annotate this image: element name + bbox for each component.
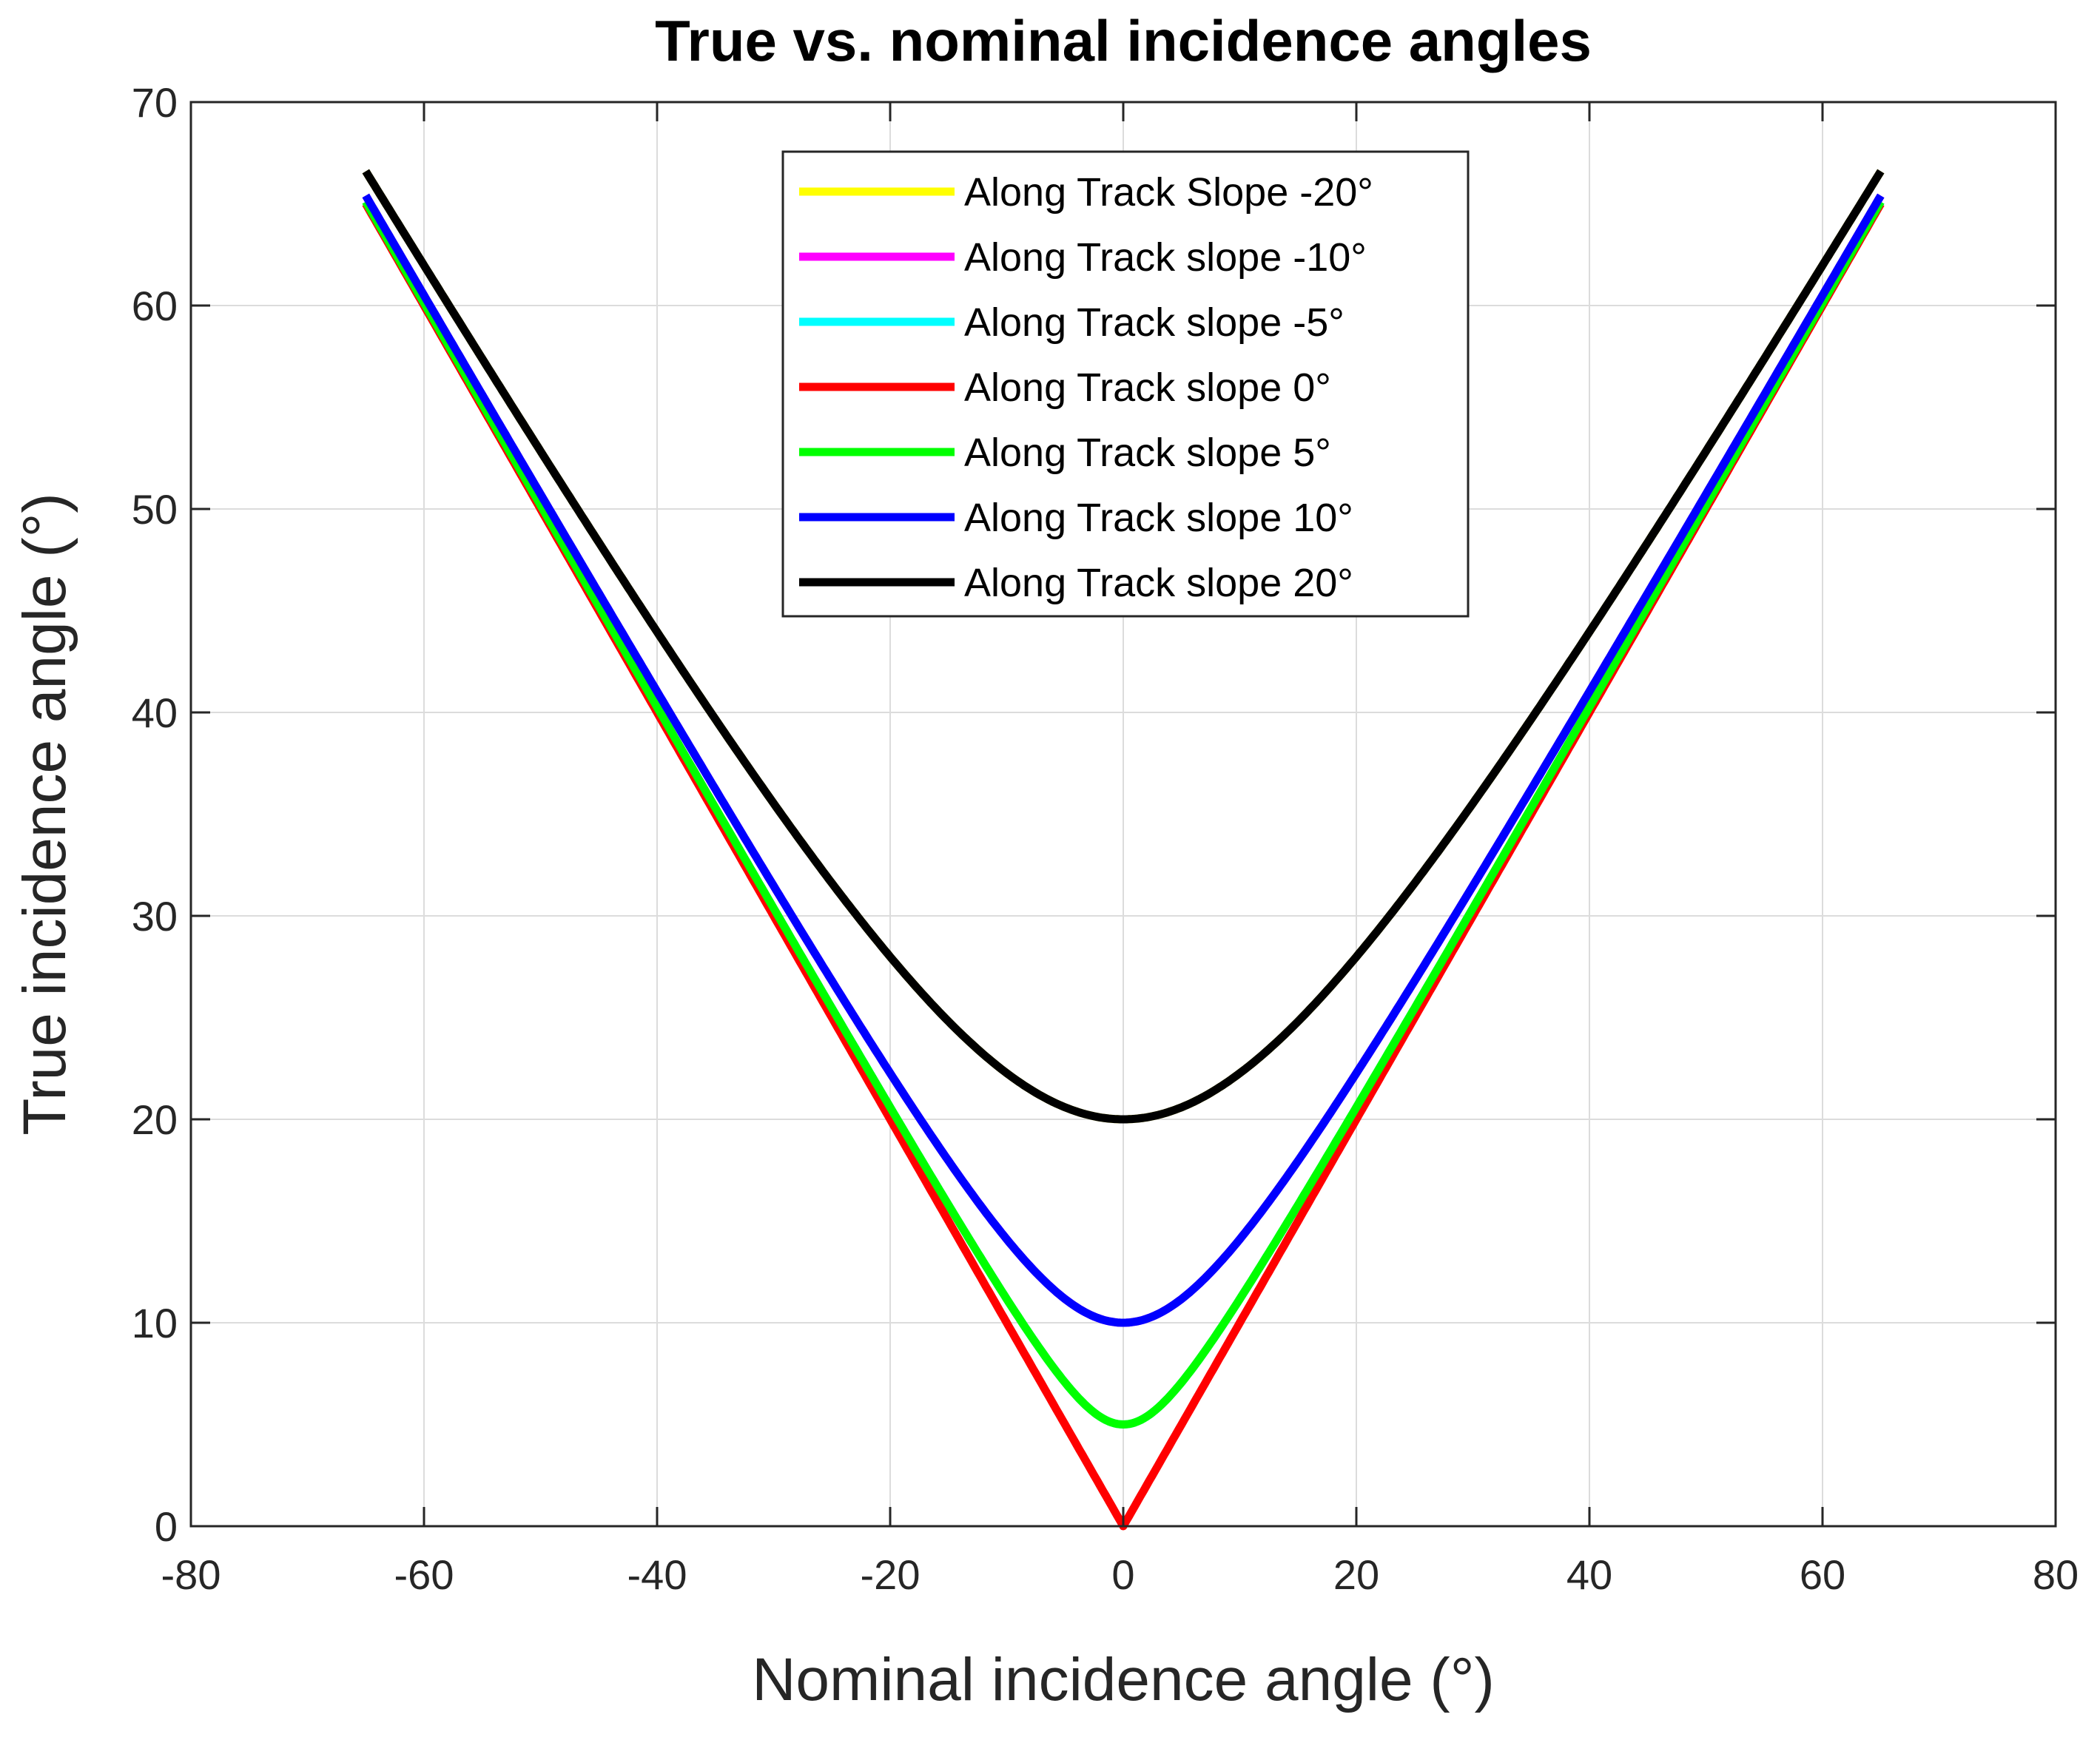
x-tick-label: 20 xyxy=(1333,1551,1379,1598)
y-axis-label: True incidence angle (°) xyxy=(11,493,78,1135)
x-tick-label: 60 xyxy=(1800,1551,1845,1598)
x-tick-label: 80 xyxy=(2033,1551,2079,1598)
legend: Along Track Slope -20° Along Track slope … xyxy=(781,150,1470,618)
series-line xyxy=(362,169,1885,1124)
x-tick-label: -60 xyxy=(394,1551,454,1598)
y-tick-label: 50 xyxy=(132,486,178,533)
y-tick-label: 10 xyxy=(132,1300,178,1346)
legend-entry-label: Along Track slope 20° xyxy=(964,561,1353,605)
legend-entry-label: Along Track Slope -20° xyxy=(964,170,1373,215)
chart-title: True vs. nominal incidence angles xyxy=(655,8,1592,73)
y-tick-label: 20 xyxy=(132,1096,178,1143)
series-line xyxy=(362,193,1885,1327)
series-layer xyxy=(362,169,1885,1531)
x-tick-label: 0 xyxy=(1111,1551,1134,1598)
legend-entry-label: Along Track slope 0° xyxy=(964,365,1331,410)
y-tick-label: 70 xyxy=(132,79,178,126)
ticks: -80 -60 -40 -20 0 20 40 60 80 0 10 20 30 40 50 60 70 xyxy=(132,79,2079,1598)
x-tick-label: -40 xyxy=(627,1551,687,1598)
y-tick-label: 0 xyxy=(155,1503,178,1550)
legend-entry-label: Along Track slope 10° xyxy=(964,496,1353,540)
y-tick-label: 40 xyxy=(132,689,178,736)
x-axis-label: Nominal incidence angle (°) xyxy=(752,1646,1495,1713)
legend-entry-label: Along Track slope 5° xyxy=(964,431,1331,475)
x-tick-label: 40 xyxy=(1566,1551,1612,1598)
legend-entry-label: Along Track slope -5° xyxy=(964,300,1345,345)
x-tick-label: -80 xyxy=(161,1551,221,1598)
series-line xyxy=(362,199,1885,1429)
legend-entry-label: Along Track slope -10° xyxy=(964,235,1367,280)
y-tick-label: 30 xyxy=(132,893,178,940)
y-tick-label: 60 xyxy=(132,283,178,329)
x-tick-label: -20 xyxy=(861,1551,921,1598)
